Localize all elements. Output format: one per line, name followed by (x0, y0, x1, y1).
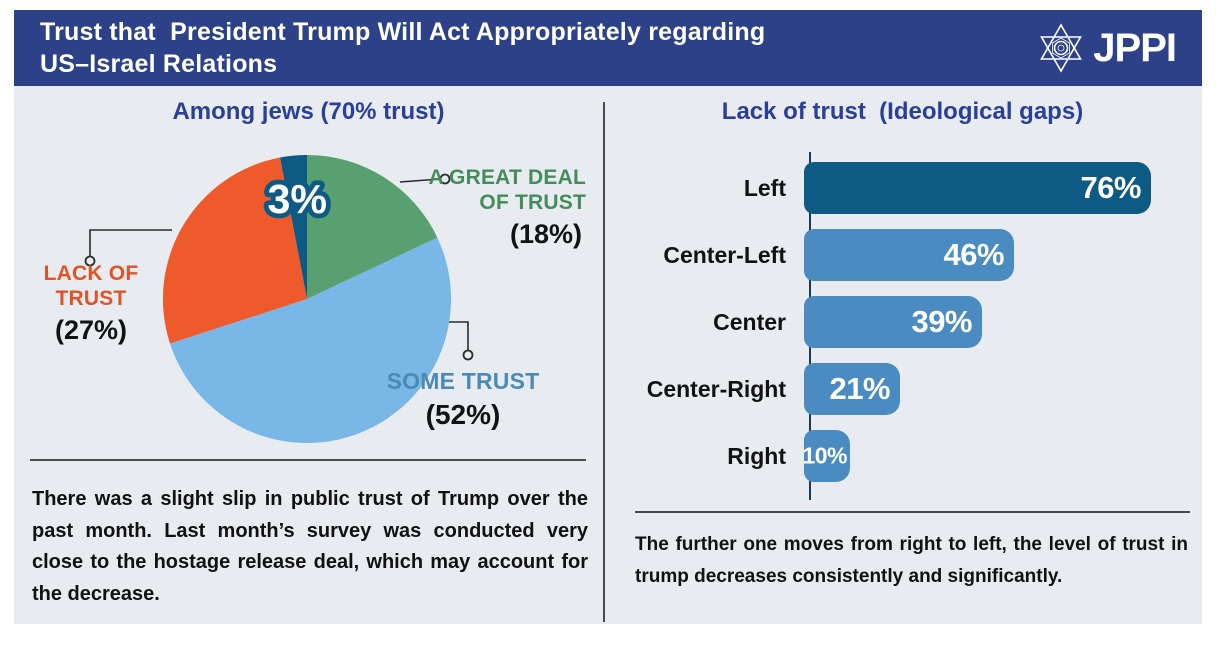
header-bar: Trust that President Trump Will Act Appr… (14, 10, 1202, 86)
callout-label: SOME TRUST (386, 368, 540, 394)
bar-row-left: Left 76% (606, 162, 1151, 214)
logo-text: JPPI (1093, 25, 1177, 70)
jppi-logo: JPPI (1036, 23, 1177, 73)
page-title: Trust that President Trump Will Act Appr… (40, 16, 765, 80)
bar-value-label: 46% (943, 237, 1004, 272)
callout-percent: (18%) (509, 218, 582, 249)
page-title-line1: Trust that President Trump Will Act Appr… (40, 18, 766, 46)
callout-some-trust: SOME TRUST (52%) (380, 368, 546, 431)
right-note-separator (635, 511, 1190, 513)
pie-chart-note: There was a slight slip in public trust … (32, 488, 588, 605)
bar-category-label: Right (727, 442, 786, 469)
bar-category-label: Left (743, 174, 786, 201)
callout-label: OF TRUST (479, 190, 586, 214)
pie-slice-some-trust (169, 237, 452, 444)
left-note-separator (30, 459, 586, 461)
callout-percent: (27%) (54, 314, 128, 345)
panel-divider (603, 102, 605, 622)
bar-value-label: 21% (829, 371, 890, 406)
bar-center-left: 46% (804, 229, 1014, 281)
bar-row-right: Right 10% (606, 430, 850, 482)
bar-row-center-left: Center-Left 46% (606, 229, 1014, 281)
pie-slice-no-trust-small (280, 154, 307, 299)
bar-center-right: 21% (804, 363, 900, 415)
bar-center: 39% (804, 296, 982, 348)
bar-value-label: 10% (802, 442, 847, 469)
bar-row-center-right: Center-Right 21% (606, 363, 900, 415)
bar-value-label: 39% (911, 304, 972, 339)
pie-slice-a-great-deal-of-trust (307, 154, 438, 299)
bar-category-label: Center-Right (646, 375, 786, 402)
bar-category-label: Center (713, 308, 786, 335)
pie-chart-title: Among jews (70% trust) (172, 98, 445, 125)
bar-chart-title: Lack of trust (Ideological gaps) (721, 98, 1084, 125)
callout-label: LACK OF (43, 262, 139, 285)
bar-chart-note: The further one moves from right to left… (635, 534, 1188, 588)
pie-slice-lack-of-trust (162, 157, 307, 344)
callout-lack-of-trust: LACK OF TRUST (27%) (28, 262, 154, 346)
callout-a-great-deal-of-trust: A GREAT DEAL OF TRUST (18%) (426, 166, 586, 250)
bar-row-center: Center 39% (606, 296, 982, 348)
star-of-david-icon (1040, 23, 1083, 73)
charts-area: Among jews (70% trust) Lack of trust (Id… (14, 86, 1202, 624)
pie-inner-label-3pct: 3% (267, 176, 326, 222)
bar-left: 76% (804, 162, 1151, 214)
callout-label: A GREAT DEAL (428, 166, 586, 189)
page-title-line2: US–Israel Relations (40, 50, 278, 78)
bar-value-label: 76% (1080, 170, 1141, 205)
callout-label: TRUST (55, 286, 127, 310)
bar-right: 10% (802, 430, 850, 482)
pie-chart: 3% (162, 154, 452, 444)
callout-percent: (52%) (425, 399, 501, 431)
bar-category-label: Center-Left (663, 241, 786, 268)
leader-dot-some (462, 349, 474, 361)
